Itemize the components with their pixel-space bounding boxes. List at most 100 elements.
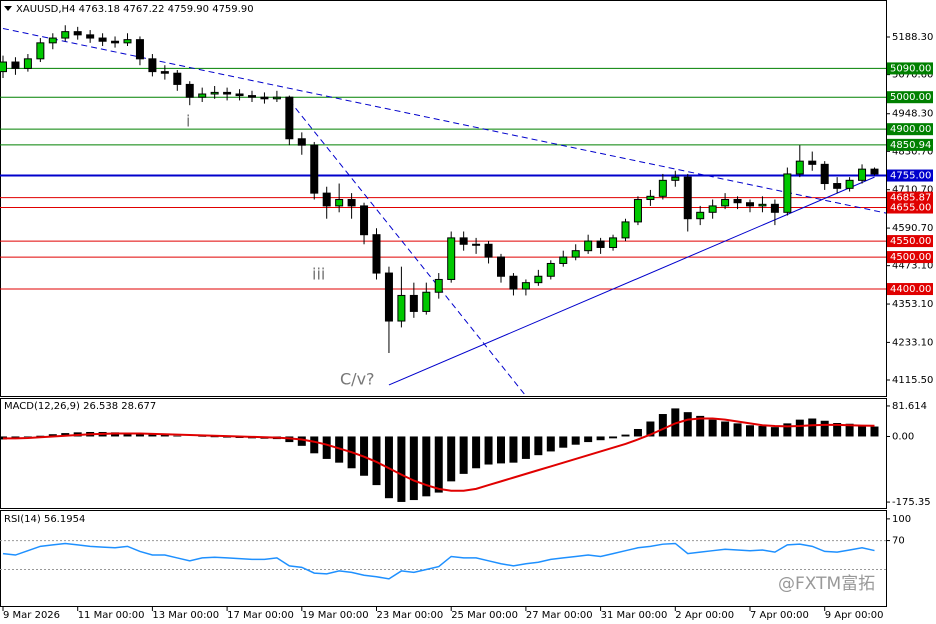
macd-bar <box>447 436 456 482</box>
candle-body <box>870 168 879 175</box>
trendline <box>288 100 527 396</box>
candle-body <box>111 40 120 44</box>
macd-bar <box>48 434 57 437</box>
candle-body <box>609 237 618 248</box>
macd-bar <box>584 436 593 443</box>
x-tick-label: 11 Mar 00:00 <box>78 610 145 621</box>
macd-bar <box>310 436 319 454</box>
macd-bar <box>434 436 443 493</box>
candle-body <box>185 83 194 98</box>
candle-body <box>658 179 667 197</box>
level-label: 5000.00 <box>890 92 931 103</box>
annotation: i <box>186 112 190 131</box>
macd-bar <box>148 434 157 437</box>
candle-body <box>73 31 82 36</box>
macd-tick-label: 0.00 <box>892 431 914 442</box>
annotation: C/v? <box>340 370 375 389</box>
candle-body <box>746 202 754 207</box>
y-tick-label: 4948.30 <box>892 109 933 120</box>
macd-bar <box>335 436 344 463</box>
candle-body <box>447 237 456 280</box>
macd-bar <box>397 436 406 502</box>
candle-body <box>235 93 244 97</box>
candle-body <box>683 176 692 220</box>
x-tick-label: 9 Apr 00:00 <box>825 610 884 621</box>
macd-bar <box>372 436 381 486</box>
candle-body <box>646 195 655 201</box>
candle-body <box>770 203 779 213</box>
candle-body <box>584 240 593 252</box>
candle-body <box>48 37 57 44</box>
candle-body <box>123 39 132 44</box>
candle-body <box>795 160 804 175</box>
macd-label: MACD(12,26,9) 26.538 28.677 <box>4 401 156 412</box>
candle-body <box>310 144 319 194</box>
macd-bar <box>621 434 630 437</box>
menu-icon[interactable] <box>4 6 12 11</box>
x-tick-label: 17 Mar 00:00 <box>227 610 294 621</box>
level-tag <box>887 91 933 104</box>
rsi-tick-label: 70 <box>892 536 905 547</box>
candle-body <box>621 221 630 239</box>
macd-bar <box>721 421 730 437</box>
level-tag <box>887 169 933 182</box>
candle-body <box>820 163 829 185</box>
macd-bar <box>820 420 829 437</box>
candle-body <box>733 199 742 204</box>
macd-bar <box>472 436 481 469</box>
candle-body <box>61 31 70 39</box>
macd-bar <box>210 436 219 438</box>
macd-bar <box>409 436 418 501</box>
x-tick-label: 7 Apr 00:00 <box>750 610 809 621</box>
level-label: 4900.00 <box>890 124 931 135</box>
candle-body <box>671 176 680 181</box>
level-label: 4550.00 <box>890 236 931 247</box>
trendline <box>2 27 886 214</box>
main-panel <box>0 0 887 397</box>
y-tick-label: 4115.50 <box>892 375 933 386</box>
macd-bar <box>770 427 779 437</box>
macd-bar <box>733 423 742 437</box>
candle-body <box>596 240 605 248</box>
macd-bar <box>173 435 182 437</box>
level-label: 4850.94 <box>890 140 931 151</box>
macd-bar <box>484 436 493 465</box>
level-label: 4400.00 <box>890 284 931 295</box>
candle-body <box>11 61 20 69</box>
candle-body <box>459 237 468 245</box>
y-tick-label: 5188.30 <box>892 32 933 43</box>
candle-body <box>633 199 642 223</box>
candle-body <box>360 205 369 236</box>
candle-body <box>546 262 555 277</box>
rsi-label: RSI(14) 56.1954 <box>4 514 85 525</box>
candle-body <box>86 34 95 39</box>
candle-body <box>858 168 867 181</box>
candle-body <box>808 160 817 165</box>
macd-signal <box>3 417 875 492</box>
candle-body <box>372 234 381 274</box>
x-tick-label: 19 Mar 00:00 <box>302 610 369 621</box>
candle-body <box>783 173 792 213</box>
x-tick-label: 13 Mar 00:00 <box>152 610 219 621</box>
macd-bar <box>521 436 530 459</box>
candle-body <box>160 71 169 74</box>
macd-tick-label: 81.614 <box>892 401 927 412</box>
macd-bar <box>497 436 505 464</box>
candle-body <box>297 138 306 146</box>
macd-bar <box>683 412 692 437</box>
candle-body <box>434 278 443 293</box>
candle-body <box>272 96 281 100</box>
y-tick-label: 5070.60 <box>892 70 933 81</box>
candle-body <box>521 282 530 290</box>
candle-body <box>248 95 256 98</box>
candle-body <box>472 243 481 246</box>
macd-bar <box>546 436 555 452</box>
macd-bar <box>845 423 854 437</box>
macd-bar <box>596 436 605 441</box>
candle-body <box>708 205 717 213</box>
level-tag <box>887 283 933 296</box>
macd-bar <box>297 436 306 446</box>
macd-bar <box>509 436 518 463</box>
candle-body <box>422 291 431 312</box>
macd-bar <box>808 418 817 437</box>
